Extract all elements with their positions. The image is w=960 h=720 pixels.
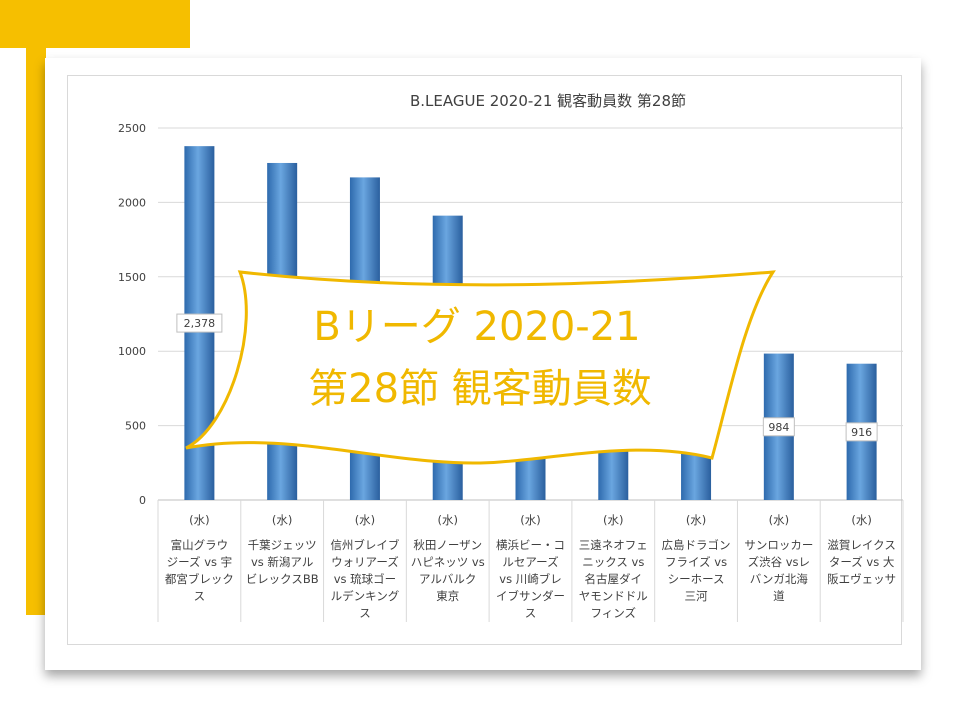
banner-line-2: 第28節 観客動員数 [308, 366, 652, 412]
chart-frame [67, 75, 902, 645]
category-label-line: 富山グラウ [171, 538, 229, 552]
data-label: 2,378 [184, 317, 216, 330]
category-label-line: 名古屋ダイ [585, 572, 643, 586]
category-label-line: 千葉ジェッツ [248, 538, 317, 552]
data-label-box [762, 417, 795, 437]
category-label-line: ルセアーズ [502, 555, 558, 569]
title-banner: Bリーグ 2020-21 第28節 観客動員数 [185, 270, 776, 465]
banner-shape [185, 270, 776, 465]
category-label-line: vs 琉球ゴー [334, 572, 396, 586]
category-label-line: ルデンキング [331, 589, 400, 603]
category-day-label: (水) [189, 513, 209, 527]
category-label-line: アルバルク [419, 572, 476, 586]
category-day-label: (水) [686, 513, 706, 527]
y-axis: 0 500 1000 1500 2000 2500 [118, 122, 146, 507]
category-label-line: ターズ vs 大 [829, 555, 895, 569]
category-label-line: イブサンダー [496, 589, 565, 603]
data-label-box [845, 422, 878, 442]
category-label-line: 滋賀レイクス [827, 538, 895, 552]
category-label-line: 横浜ビー・コ [496, 538, 565, 552]
category-label-line: シーホース [668, 572, 725, 586]
category-label-line: ス [359, 606, 371, 620]
y-tick-label: 2500 [118, 122, 146, 135]
category-label-line: ズ渋谷 vsレ [748, 555, 810, 569]
category-label-line: 広島ドラゴン [662, 538, 731, 552]
category-label-line: 三遠ネオフェ [579, 538, 648, 552]
category-label-line: 阪エヴェッサ [827, 572, 896, 586]
category-day-label: (水) [355, 513, 375, 527]
y-tick-label: 1500 [118, 271, 146, 284]
data-label: 984 [768, 421, 789, 434]
y-tick-label: 1000 [118, 345, 146, 358]
category-label-line: ヤモンドドル [579, 589, 648, 603]
category-label-line: vs 川崎ブレ [499, 572, 561, 586]
category-label-line: 都宮ブレック [165, 572, 234, 586]
category-label-line: ウォリアーズ [331, 555, 399, 569]
category-label-line: 東京 [436, 589, 459, 603]
category-label-line: バンガ北海 [750, 572, 809, 586]
category-label-line: ス [525, 606, 537, 620]
data-labels: 2,378 984 916 [176, 313, 878, 442]
category-label-line: vs 新潟アル [251, 555, 313, 569]
chart-title: B.LEAGUE 2020-21 観客動員数 第28節 [410, 92, 686, 110]
category-day-label: (水) [272, 513, 292, 527]
y-tick-label: 500 [125, 420, 146, 433]
decorative-left-bar [26, 0, 46, 615]
category-label-line: ニックス vs [582, 555, 644, 569]
category-label-line: ビレックスBB [246, 572, 319, 586]
category-label-line: 三河 [685, 589, 708, 603]
category-label-line: 秋田ノーザン [413, 538, 482, 552]
category-label-line: 信州ブレイブ [330, 538, 399, 552]
category-label-line: ス [194, 589, 206, 603]
category-label-line: フライズ vs [665, 555, 727, 569]
category-label-line: サンロッカー [744, 538, 813, 552]
category-day-label: (水) [769, 513, 789, 527]
y-tick-label: 0 [139, 494, 146, 507]
category-day-label: (水) [603, 513, 623, 527]
category-label-line: フィンズ [591, 606, 637, 620]
data-label: 916 [851, 426, 872, 439]
data-label-box [176, 313, 223, 333]
category-day-label: (水) [851, 513, 871, 527]
category-label-line: 道 [773, 589, 785, 603]
category-day-label: (水) [437, 513, 457, 527]
category-label-line: ハピネッツ vs [411, 555, 485, 569]
category-day-label: (水) [520, 513, 540, 527]
banner-line-1: Bリーグ 2020-21 [313, 304, 640, 350]
category-label-line: ジーズ vs 宇 [167, 555, 233, 569]
y-tick-label: 2000 [118, 196, 146, 209]
